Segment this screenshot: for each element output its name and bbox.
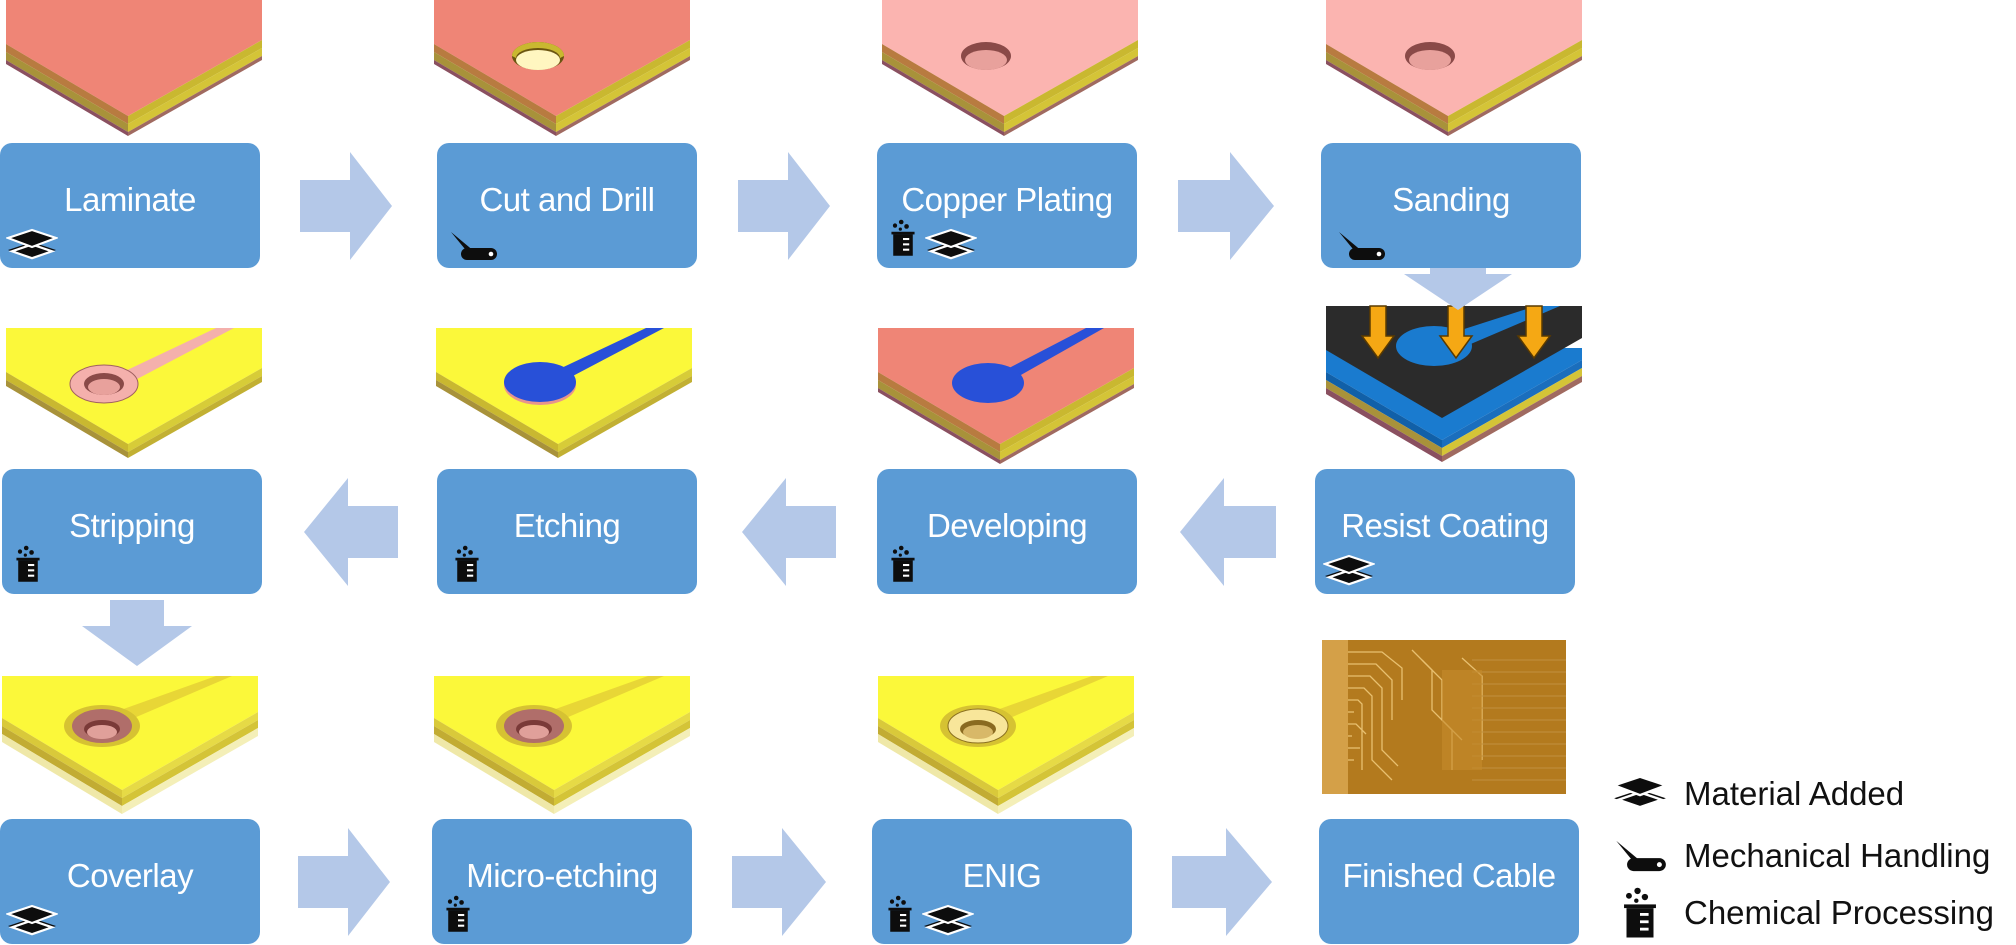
step-enig: ENIG	[872, 819, 1132, 944]
legend-chemical-processing: Chemical Processing	[1612, 886, 1994, 940]
legend-mechanical-handling: Mechanical Handling	[1612, 836, 1990, 876]
step-label: Laminate	[64, 181, 196, 218]
developing-illustration	[878, 328, 1134, 464]
enig-illustration	[878, 676, 1134, 814]
step-resist-coating: Resist Coating	[1315, 469, 1575, 594]
step-label: Copper Plating	[901, 181, 1113, 218]
legend-material-added: Material Added	[1612, 774, 1904, 814]
arrow-right-6	[1172, 828, 1272, 936]
step-developing: Developing	[877, 469, 1137, 594]
layers-icon	[1323, 554, 1375, 590]
step-label: Etching	[513, 507, 621, 544]
step-label: Stripping	[69, 507, 195, 544]
layers-icon	[922, 904, 974, 940]
step-micro-etching: Micro-etching	[432, 819, 692, 944]
beaker-icon	[451, 538, 483, 590]
step-copper-plating: Copper Plating	[877, 143, 1137, 268]
step-finished-cable: Finished Cable	[1319, 819, 1579, 944]
legend-label: Mechanical Handling	[1684, 837, 1991, 874]
beaker-icon	[1612, 886, 1668, 940]
coverlay-illustration	[2, 676, 258, 814]
finished-cable-photo	[1322, 640, 1566, 794]
layers-icon	[1612, 774, 1668, 814]
cut-drill-illustration	[434, 0, 690, 136]
micro-etching-illustration	[434, 676, 690, 814]
arrow-left-3	[304, 478, 398, 586]
step-label: Developing	[926, 507, 1088, 544]
legend-label: Material Added	[1684, 775, 1905, 812]
step-label: Coverlay	[66, 857, 194, 894]
stripping-illustration	[6, 328, 262, 458]
etching-illustration	[436, 328, 692, 458]
layers-icon	[6, 904, 58, 940]
beaker-icon	[887, 538, 919, 590]
step-laminate: Laminate	[0, 143, 260, 268]
step-label: Resist Coating	[1341, 507, 1549, 544]
legend-label: Chemical Processing	[1684, 894, 1994, 931]
arrow-down-stripping	[82, 600, 192, 666]
step-cut-drill: Cut and Drill	[437, 143, 697, 268]
knife-icon	[1335, 228, 1387, 264]
knife-icon	[1612, 836, 1668, 876]
resist-coating-illustration	[1326, 305, 1582, 462]
copper-plating-illustration	[882, 0, 1138, 136]
step-label: Sanding	[1392, 181, 1510, 218]
layers-icon	[6, 228, 58, 264]
beaker-icon	[887, 212, 919, 264]
sanding-illustration	[1326, 0, 1582, 136]
beaker-icon	[884, 888, 916, 940]
step-label: Cut and Drill	[479, 181, 655, 218]
layers-icon	[925, 228, 977, 264]
arrow-right-2	[738, 152, 830, 260]
laminate-illustration	[6, 0, 262, 136]
step-stripping: Stripping	[2, 469, 262, 594]
step-label: ENIG	[962, 857, 1042, 894]
knife-icon	[447, 228, 499, 264]
arrow-left-2	[742, 478, 836, 586]
arrow-right-4	[298, 828, 390, 936]
arrow-left-1	[1180, 478, 1276, 586]
step-coverlay: Coverlay	[0, 819, 260, 944]
arrow-right-3	[1178, 152, 1274, 260]
step-label: Micro-etching	[466, 857, 658, 894]
step-label: Finished Cable	[1342, 857, 1556, 894]
arrow-right-1	[300, 152, 392, 260]
step-etching: Etching	[437, 469, 697, 594]
beaker-icon	[12, 538, 44, 590]
arrow-right-5	[732, 828, 826, 936]
beaker-icon	[442, 888, 474, 940]
step-sanding: Sanding	[1321, 143, 1581, 268]
